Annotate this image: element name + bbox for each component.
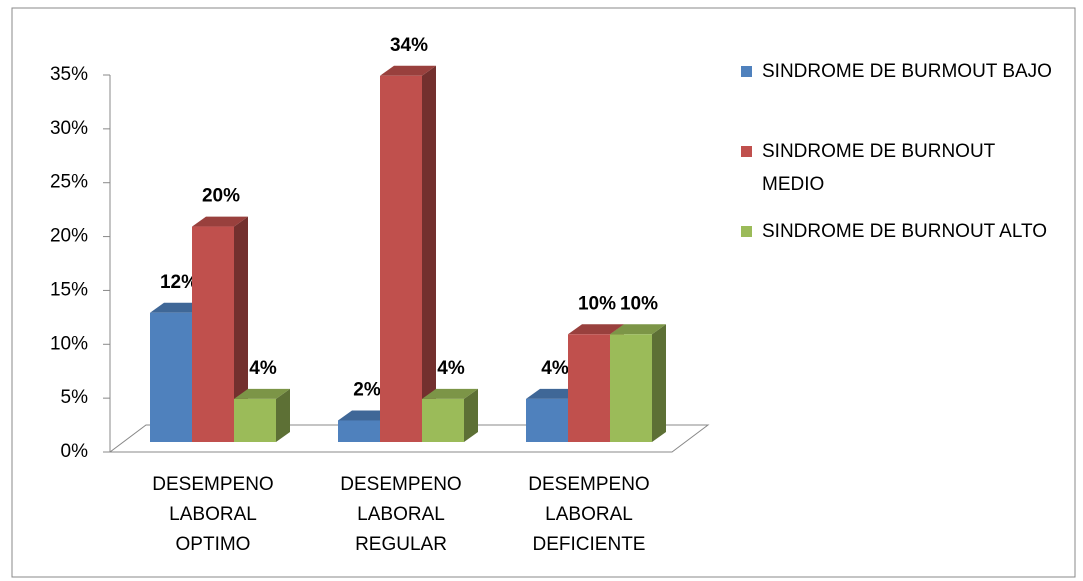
bar-side bbox=[276, 388, 290, 442]
bar-top bbox=[192, 216, 248, 227]
legend-swatch bbox=[741, 66, 752, 77]
bar-top bbox=[422, 388, 478, 399]
y-tick-label: 0% bbox=[61, 441, 89, 462]
data-label: 2% bbox=[353, 379, 381, 400]
x-tick-label: DESEMPENO LABORAL OPTIMO bbox=[152, 474, 274, 555]
bar bbox=[338, 420, 380, 442]
bar bbox=[150, 312, 192, 442]
y-tick-label: 35% bbox=[50, 64, 88, 85]
data-label: 4% bbox=[249, 358, 277, 379]
y-tick-label: 10% bbox=[50, 333, 88, 354]
data-label: 10% bbox=[620, 293, 658, 314]
bar bbox=[192, 226, 234, 442]
data-label: 4% bbox=[541, 358, 569, 379]
bar bbox=[568, 334, 610, 442]
x-tick-label: DESEMPENO LABORAL DEFICIENTE bbox=[528, 474, 650, 555]
bar bbox=[380, 75, 422, 443]
y-tick-label: 20% bbox=[50, 226, 88, 247]
bar bbox=[422, 398, 464, 442]
y-tick-label: 15% bbox=[50, 279, 88, 300]
legend-label: SINDROME DE BURNOUT MEDIO bbox=[762, 141, 995, 195]
y-tick-label: 5% bbox=[61, 387, 89, 408]
bar bbox=[234, 398, 276, 442]
y-tick-label: 25% bbox=[50, 172, 88, 193]
data-label: 12% bbox=[160, 272, 198, 293]
bar-top bbox=[234, 388, 290, 399]
bar-side bbox=[652, 324, 666, 442]
data-label: 34% bbox=[390, 35, 428, 56]
bar-side bbox=[234, 216, 248, 442]
data-label: 10% bbox=[578, 293, 616, 314]
bar-top bbox=[568, 324, 624, 335]
data-label: 20% bbox=[202, 186, 240, 207]
legend-swatch bbox=[741, 226, 752, 237]
x-tick-label: DESEMPENO LABORAL REGULAR bbox=[340, 474, 462, 555]
legend-label: SINDROME DE BURMOUT BAJO bbox=[762, 61, 1052, 82]
bar-top bbox=[380, 65, 436, 76]
bar bbox=[610, 334, 652, 442]
bar-side bbox=[464, 388, 478, 442]
chart-frame bbox=[11, 7, 1076, 578]
bar bbox=[526, 398, 568, 442]
bar-side bbox=[422, 65, 436, 443]
y-tick-label: 30% bbox=[50, 118, 88, 139]
legend-label: SINDROME DE BURNOUT ALTO bbox=[762, 221, 1048, 242]
data-label: 4% bbox=[437, 358, 465, 379]
bar-top bbox=[610, 324, 666, 335]
legend-swatch bbox=[741, 146, 752, 157]
